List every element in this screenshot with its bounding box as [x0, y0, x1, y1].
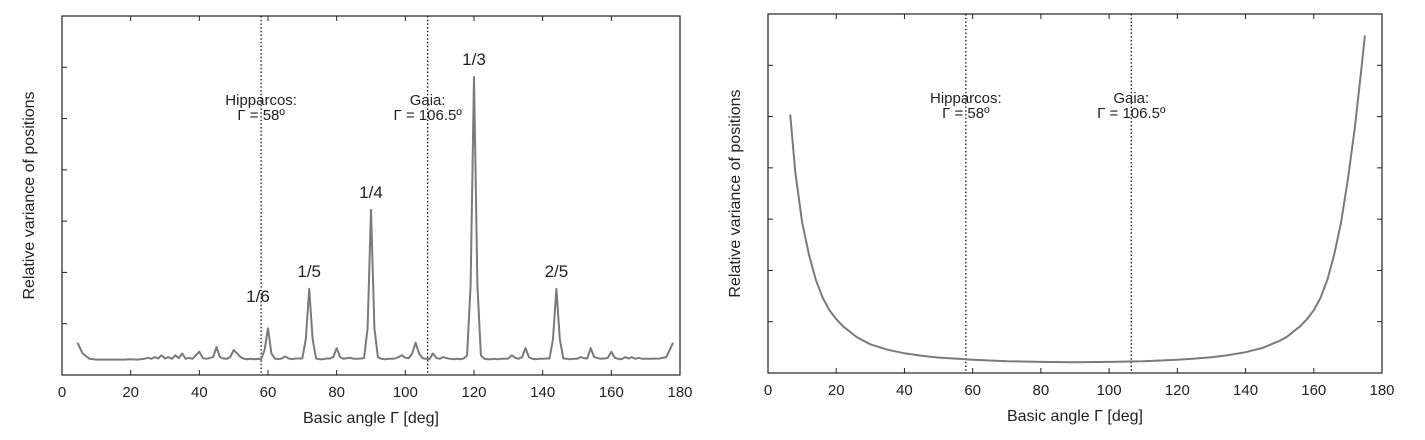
- mission-value: Γ = 106.5º: [1097, 105, 1166, 122]
- x-tick-label: 180: [667, 384, 692, 401]
- x-tick-label: 60: [260, 384, 277, 401]
- x-tick-label: 20: [828, 382, 845, 399]
- x-tick-label: 80: [1033, 382, 1050, 399]
- y-axis-title: Relative variance of positions: [21, 91, 38, 299]
- mission-name: Hipparcos:: [930, 90, 1002, 107]
- x-tick-label: 100: [1097, 382, 1122, 399]
- mission-name: Gaia:: [410, 92, 446, 109]
- peak-label: 1/3: [462, 50, 486, 69]
- mission-value: Γ = 58º: [942, 105, 990, 122]
- x-tick-label: 80: [328, 384, 345, 401]
- x-tick-label: 140: [530, 384, 555, 401]
- mission-name: Gaia:: [1113, 90, 1149, 107]
- x-tick-label: 140: [1233, 382, 1258, 399]
- x-tick-label: 160: [599, 384, 624, 401]
- peak-label: 1/6: [246, 287, 270, 306]
- x-tick-label: 100: [393, 384, 418, 401]
- plot-frame: [767, 13, 1383, 374]
- x-axis-title: Basic angle Γ [deg]: [303, 410, 439, 427]
- x-tick-label: 60: [964, 382, 981, 399]
- x-tick-label: 120: [461, 384, 486, 401]
- chart-left: 0 20 40 60 80 100 120 140 160 180 Basic angle Γ [d…: [21, 15, 693, 427]
- x-axis-title: Basic angle Γ [deg]: [1007, 408, 1143, 425]
- peak-label: 1/5: [297, 262, 321, 281]
- mission-name: Hipparcos:: [225, 92, 297, 109]
- peak-label: 1/4: [359, 183, 383, 202]
- x-tick-label: 160: [1301, 382, 1326, 399]
- y-axis-title: Relative variance of positions: [727, 89, 744, 297]
- x-tick-label: 180: [1369, 382, 1394, 399]
- mission-value: Γ = 106.5º: [393, 107, 462, 124]
- chart-right: 0 20 40 60 80 100 120 140 160 180 Basic angle Γ [d…: [727, 13, 1395, 425]
- x-tick-label: 0: [764, 382, 772, 399]
- x-tick-label: 20: [122, 384, 139, 401]
- x-tick-label: 40: [191, 384, 208, 401]
- plot-frame: [61, 15, 681, 376]
- series-line-0: [76, 76, 675, 361]
- x-tick-label: 40: [896, 382, 913, 399]
- peak-label: 2/5: [545, 262, 569, 281]
- series-line-0: [789, 35, 1366, 364]
- x-tick-label: 120: [1165, 382, 1190, 399]
- x-tick-label: 0: [58, 384, 66, 401]
- mission-value: Γ = 58º: [237, 107, 285, 124]
